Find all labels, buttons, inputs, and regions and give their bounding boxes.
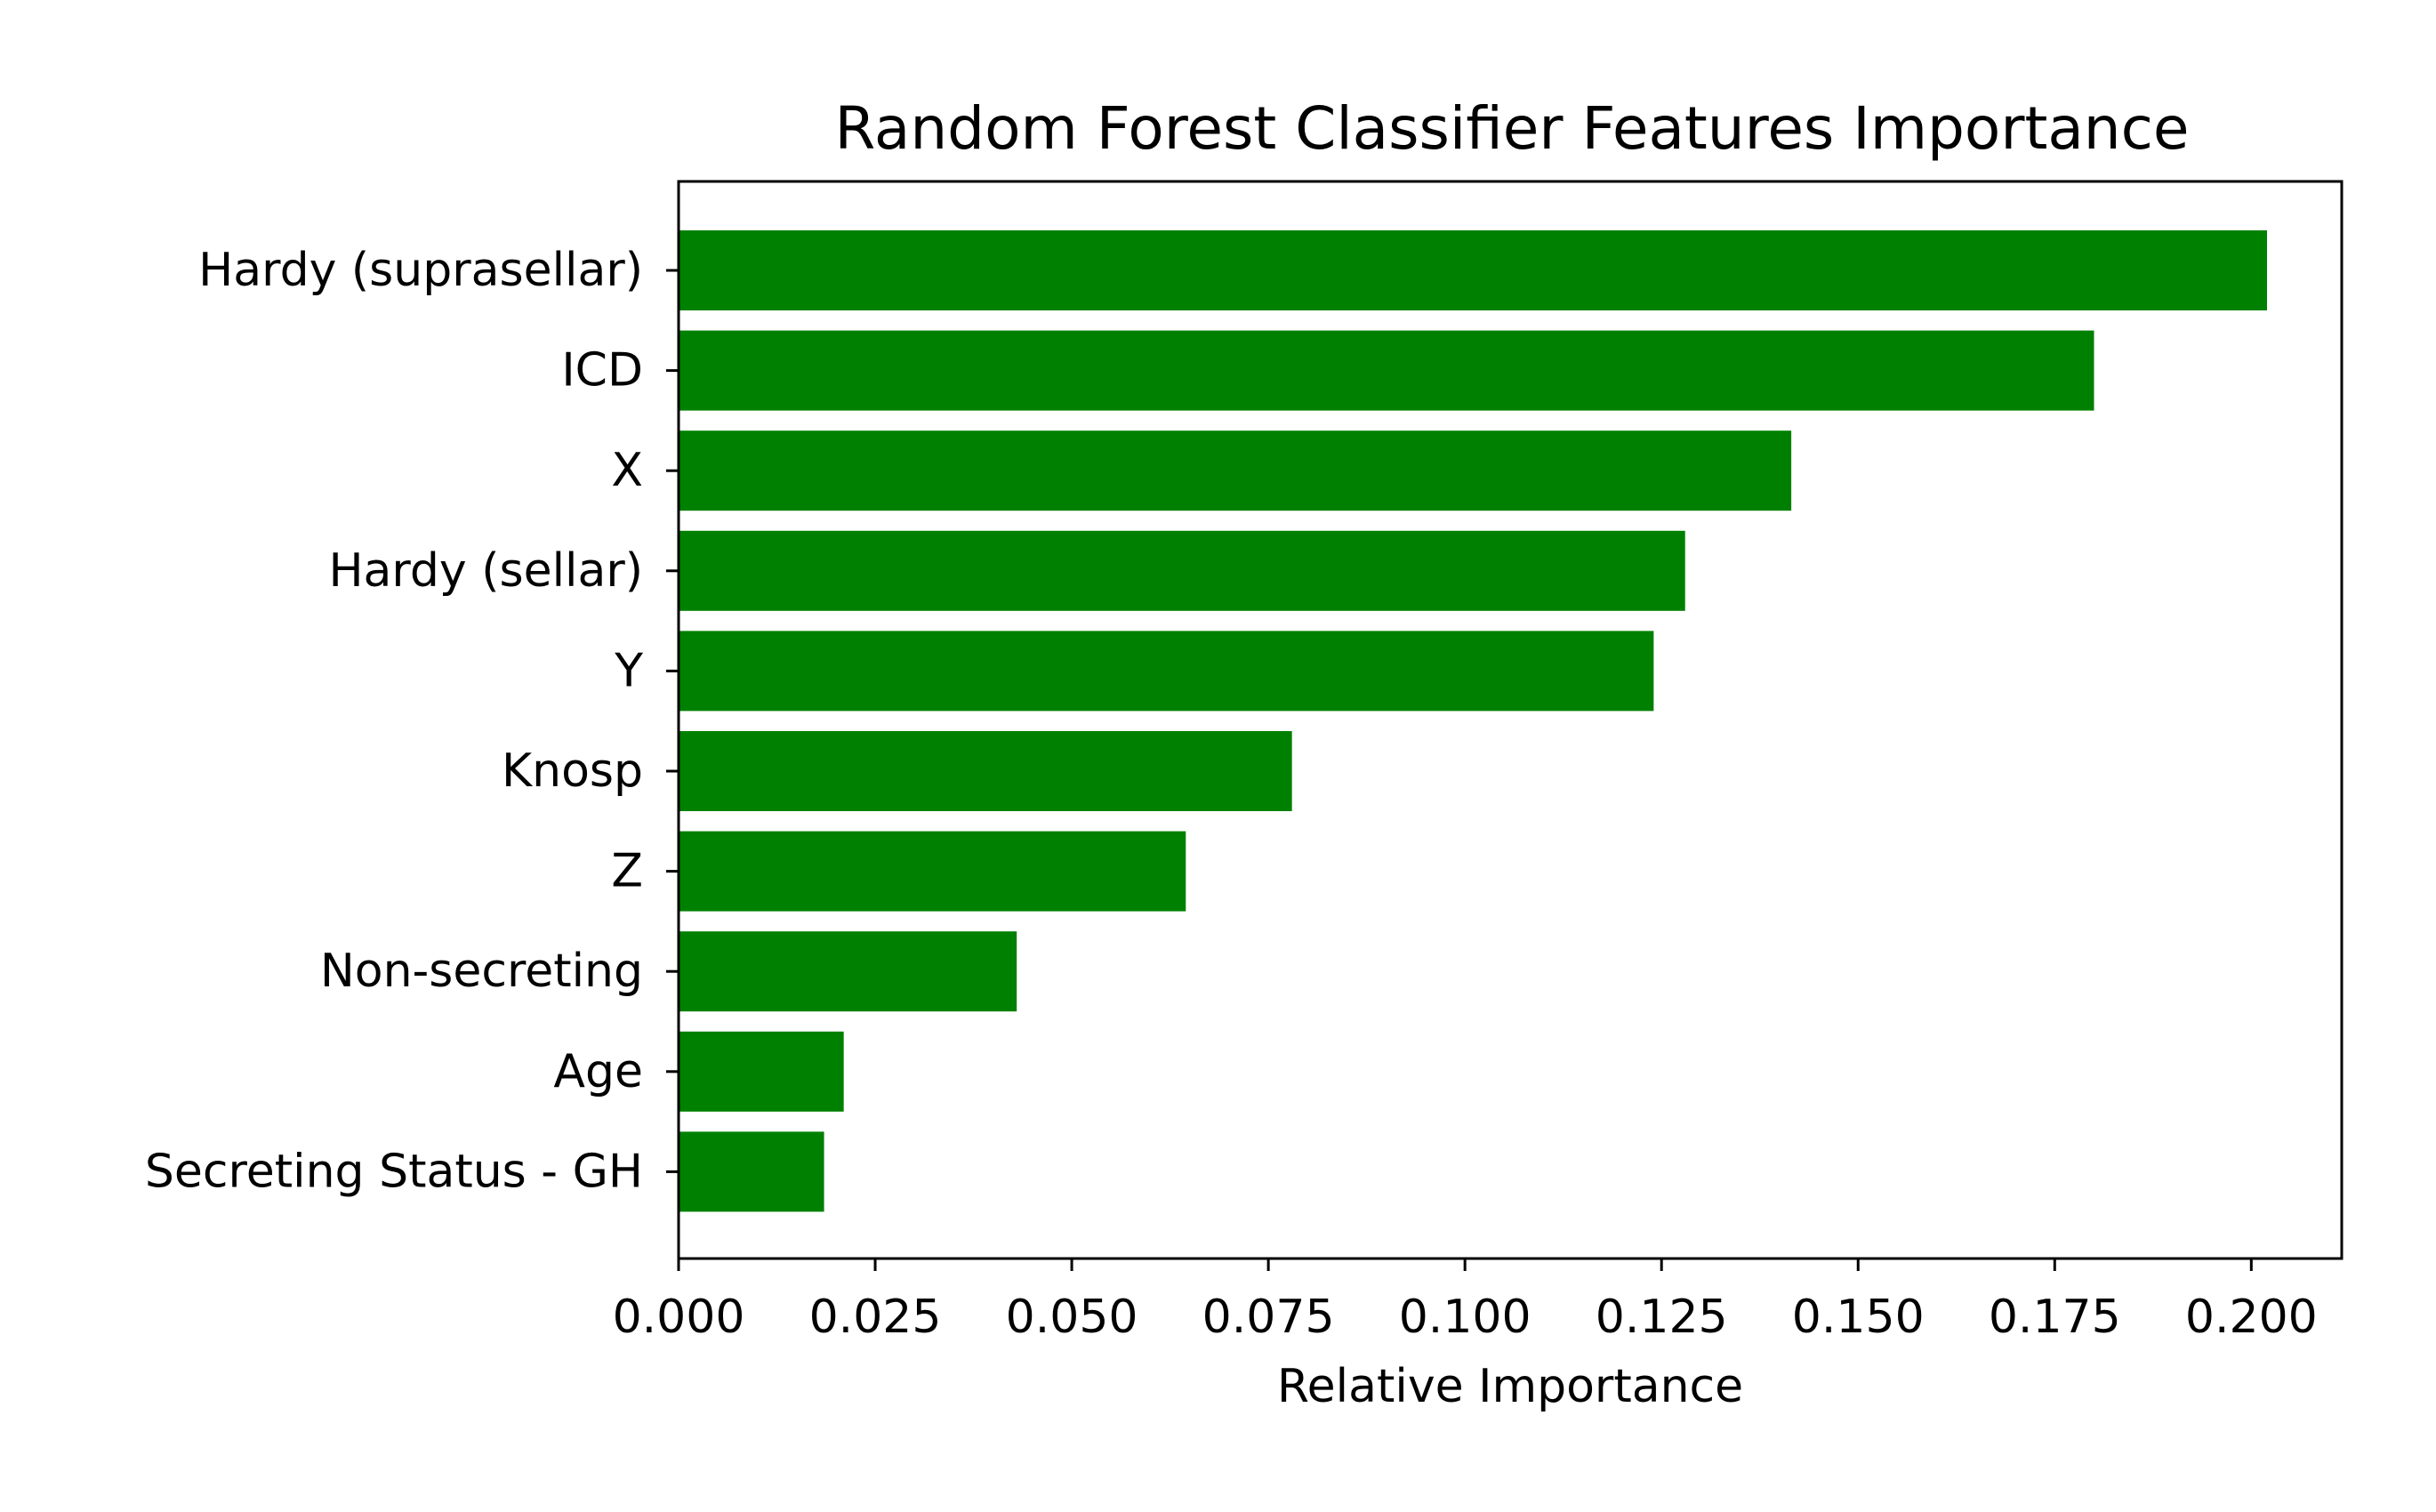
x-tick-label: 0.050 xyxy=(1006,1291,1138,1344)
y-tick-label: Y xyxy=(614,644,643,697)
bar xyxy=(679,430,1792,511)
y-tick-label: Hardy (suprasellar) xyxy=(198,244,643,297)
bar xyxy=(679,631,1654,712)
y-tick-label: Knosp xyxy=(502,744,643,798)
x-axis: 0.000 0.025 0.050 0.075 0.100 0.125 0.150 0.175… xyxy=(613,1259,2318,1344)
y-tick-label: Secreting Status - GH xyxy=(145,1145,643,1198)
bar xyxy=(679,1031,844,1112)
y-tick-label: Non-secreting xyxy=(320,945,643,998)
plot-frame xyxy=(677,180,2344,1260)
bar xyxy=(679,230,2268,310)
x-tick-label: 0.000 xyxy=(613,1291,745,1344)
y-tick-label: Hardy (sellar) xyxy=(328,544,643,598)
x-tick-label: 0.075 xyxy=(1202,1291,1335,1344)
x-tick-label: 0.175 xyxy=(1989,1291,2121,1344)
bar xyxy=(679,530,1685,611)
chart-title: Random Forest Classifier Features Import… xyxy=(835,94,2190,163)
bar xyxy=(679,931,1017,1012)
x-tick-label: 0.150 xyxy=(1792,1291,1925,1344)
bar xyxy=(679,731,1292,811)
bar xyxy=(679,831,1186,912)
x-tick-label: 0.025 xyxy=(809,1291,942,1344)
bar xyxy=(679,1131,824,1212)
y-tick-label: ICD xyxy=(561,344,643,398)
x-tick-label: 0.125 xyxy=(1596,1291,1728,1344)
x-tick-label: 0.100 xyxy=(1399,1291,1532,1344)
y-axis: Hardy (suprasellar) ICD X Hardy (sellar) Y Kn… xyxy=(145,244,679,1198)
x-tick-label: 0.200 xyxy=(2185,1291,2318,1344)
y-tick-label: Age xyxy=(553,1045,643,1098)
x-axis-label: Relative Importance xyxy=(1277,1360,1743,1413)
bar xyxy=(679,330,2094,411)
bars-layer xyxy=(679,230,2268,1212)
y-tick-label: Z xyxy=(611,845,643,898)
y-tick-label: X xyxy=(611,444,643,497)
